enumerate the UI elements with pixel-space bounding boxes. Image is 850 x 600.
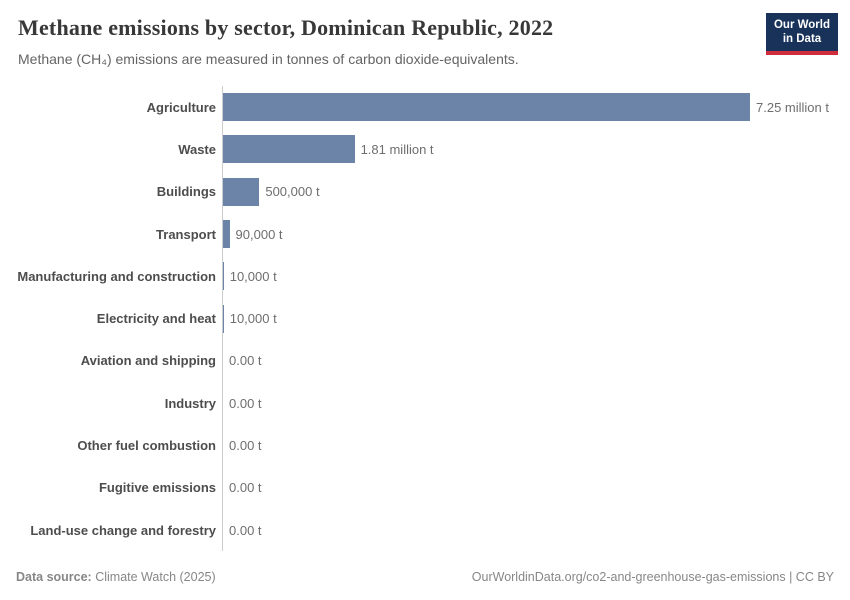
chart-row: Land-use change and forestry 0.00 t	[0, 508, 850, 552]
bar-area: 500,000 t	[222, 170, 850, 213]
bar[interactable]	[223, 220, 230, 249]
chart-row: Electricity and heat 10,000 t	[0, 297, 850, 340]
bar-area: 10,000 t	[222, 255, 850, 298]
bar-area: 7.25 million t	[222, 86, 850, 129]
attribution-link[interactable]: OurWorldinData.org/co2-and-greenhouse-ga…	[471, 570, 834, 585]
bar[interactable]	[223, 177, 260, 206]
data-source-value: Climate Watch (2025)	[95, 570, 216, 585]
bar-area: 0.00 t	[222, 466, 850, 509]
bar-area: 90,000 t	[222, 212, 850, 256]
bar-area: 0.00 t	[222, 424, 850, 467]
chart-row: Buildings 500,000 t	[0, 170, 850, 213]
value-label: 1.81 million t	[360, 141, 434, 157]
category-label: Aviation and shipping	[80, 353, 216, 369]
bar[interactable]	[223, 93, 750, 122]
bar-area: 10,000 t	[222, 297, 850, 340]
chart-row: Manufacturing and construction 10,000 t	[0, 255, 850, 298]
bar-area: 0.00 t	[222, 508, 850, 552]
page-title: Methane emissions by sector, Dominican R…	[18, 15, 554, 40]
chart-header: Methane emissions by sector, Dominican R…	[0, 0, 850, 68]
value-label: 0.00 t	[229, 522, 262, 538]
value-label: 0.00 t	[229, 438, 262, 454]
chart-row: Other fuel combustion 0.00 t	[0, 424, 850, 467]
bar[interactable]	[223, 304, 224, 333]
value-label: 10,000 t	[229, 311, 277, 327]
category-label: Other fuel combustion	[77, 438, 216, 454]
category-label: Agriculture	[146, 99, 216, 115]
data-source: Data source: Climate Watch (2025)	[16, 569, 216, 585]
chart-row: Aviation and shipping 0.00 t	[0, 339, 850, 383]
bar-chart: Agriculture 7.25 million t Waste 1.81 milli…	[0, 86, 850, 552]
value-label: 0.00 t	[229, 395, 262, 411]
value-label: 500,000 t	[265, 184, 320, 200]
bar-area: 0.00 t	[222, 339, 850, 383]
category-label: Electricity and heat	[96, 311, 216, 327]
chart-row: Waste 1.81 million t	[0, 128, 850, 171]
category-label: Waste	[178, 141, 216, 157]
chart-subtitle: Methane (CH₄) emissions are measured in …	[18, 51, 519, 67]
chart-footer: Data source: Climate Watch (2025) OurWor…	[0, 569, 850, 585]
category-label: Industry	[164, 395, 216, 411]
bar-area: 1.81 million t	[222, 128, 850, 171]
bar[interactable]	[223, 135, 355, 164]
chart-row: Transport 90,000 t	[0, 212, 850, 256]
owid-logo-line2: in Data	[782, 32, 822, 45]
value-label: 0.00 t	[229, 353, 262, 369]
value-label: 0.00 t	[229, 480, 262, 496]
chart-row: Fugitive emissions 0.00 t	[0, 466, 850, 509]
category-label: Land-use change and forestry	[30, 522, 216, 538]
data-source-label: Data source:	[16, 570, 92, 585]
chart-row: Agriculture 7.25 million t	[0, 86, 850, 129]
category-label: Transport	[156, 226, 216, 242]
value-label: 90,000 t	[235, 226, 283, 242]
value-label: 10,000 t	[229, 268, 277, 284]
owid-logo: Our World in Data	[766, 13, 838, 55]
category-label: Buildings	[156, 184, 216, 200]
bar-area: 0.00 t	[222, 382, 850, 425]
value-label: 7.25 million t	[756, 99, 829, 115]
chart-row: Industry 0.00 t	[0, 382, 850, 425]
category-label: Fugitive emissions	[98, 480, 216, 496]
bar[interactable]	[223, 262, 224, 291]
category-label: Manufacturing and construction	[17, 268, 216, 284]
owid-logo-line1: Our World	[773, 19, 830, 31]
